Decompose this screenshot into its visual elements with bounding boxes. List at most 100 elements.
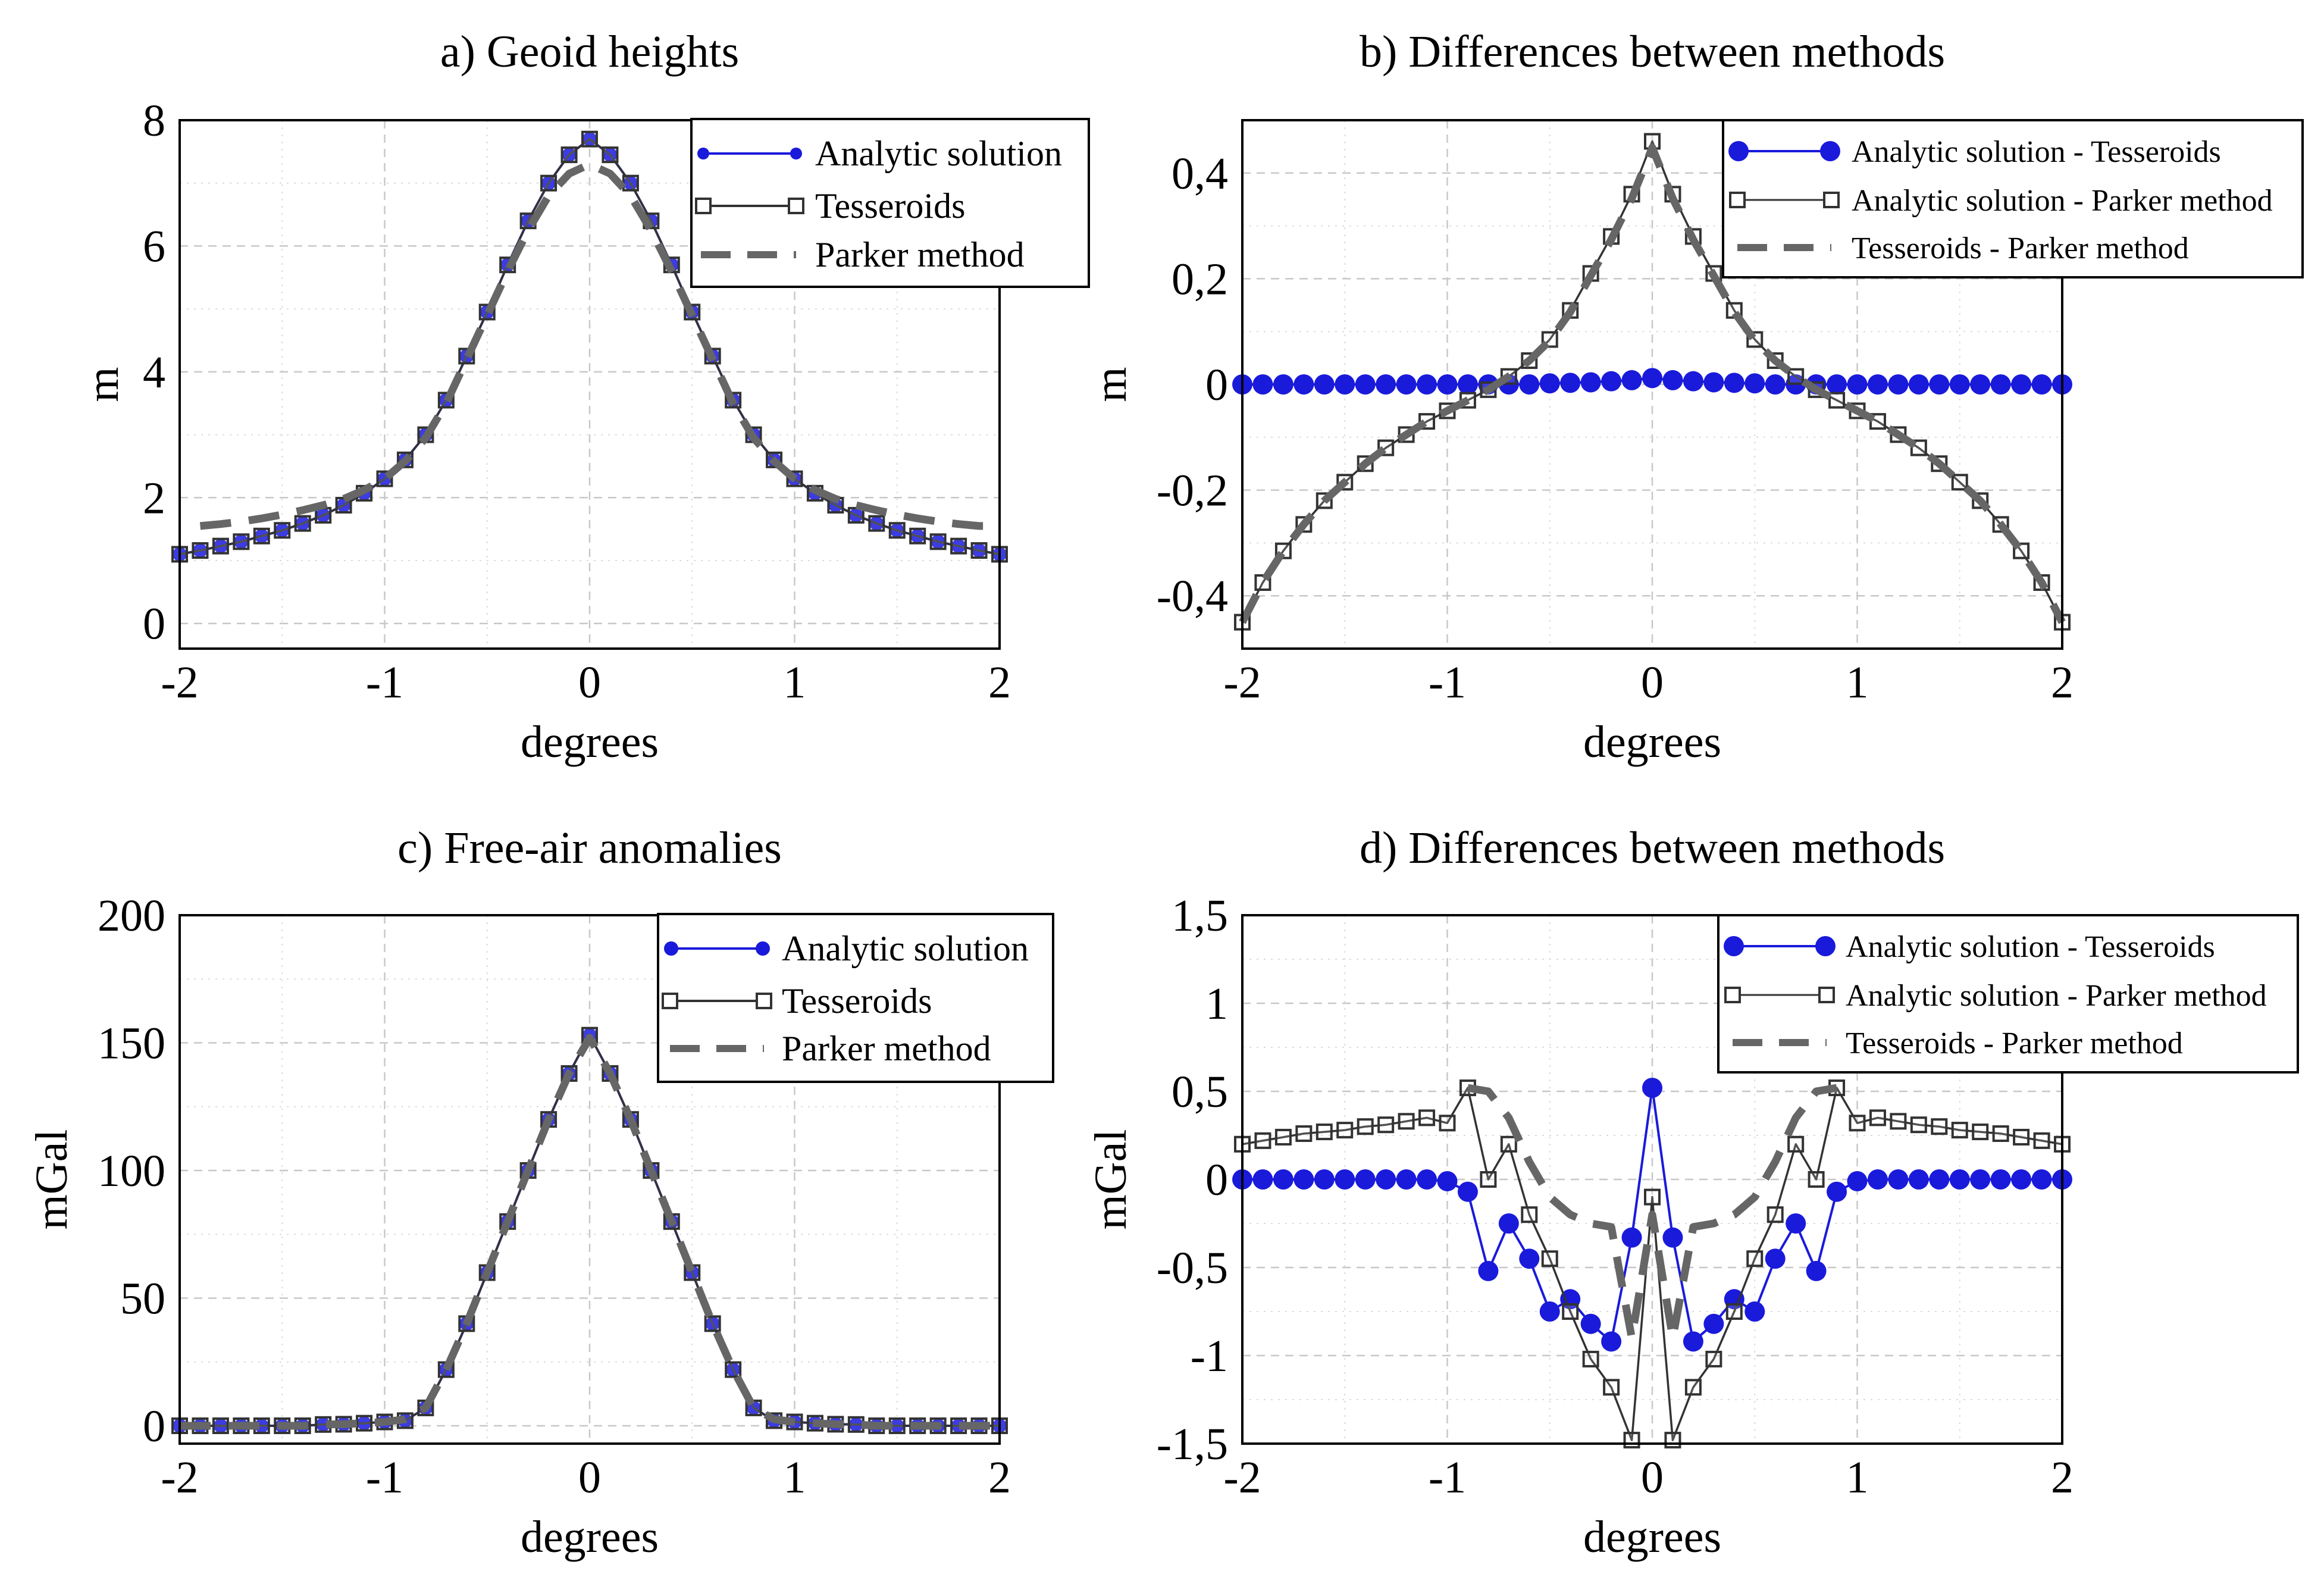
panel-d-title: d) Differences between methods (1360, 823, 1945, 873)
panel-a-series (171, 130, 1008, 563)
series-1-point (1644, 1188, 1661, 1206)
series-0-point (1949, 374, 1970, 395)
series-1-point (1910, 1116, 1927, 1134)
panel-c-legend-label-1: Tesseroids (782, 981, 932, 1021)
series-0-point (1806, 1260, 1827, 1281)
series-1-point (1623, 1432, 1640, 1449)
panel-b-legend-marker-1a (1729, 192, 1746, 208)
series-1-point (1972, 1123, 1989, 1141)
series-0-point (1621, 370, 1642, 390)
series-2-line (1467, 1084, 1838, 1342)
series-1-point (602, 146, 619, 164)
series-0-point (1273, 1169, 1293, 1190)
series-0-point (2011, 1169, 2032, 1190)
series-0-point (1457, 1181, 1478, 1202)
series-1-point (212, 537, 229, 555)
panel-c-series (171, 1026, 1008, 1434)
panel-d-legend-marker-1b (1818, 987, 1835, 1003)
series-0-point (1990, 1169, 2011, 1190)
x-tick-label: -2 (1223, 658, 1261, 708)
series-1-point (1274, 1128, 1292, 1146)
series-1-point (1398, 1113, 1415, 1130)
series-0-point (1724, 373, 1744, 393)
series-0-point (1970, 1169, 1991, 1190)
panel-a-legend-label-0: Analytic solution (815, 134, 1062, 173)
series-1-point (1951, 1122, 1968, 1139)
series-0-point (1396, 374, 1417, 395)
y-tick-label: 0 (1205, 1155, 1228, 1205)
series-1-point (294, 515, 311, 532)
x-tick-label: 1 (784, 1453, 806, 1503)
y-tick-label: 2 (143, 473, 165, 523)
x-tick-label: 2 (2051, 1453, 2074, 1503)
series-1-point (1295, 1125, 1313, 1143)
series-0-point (1642, 1078, 1662, 1098)
series-1-point (1316, 1123, 1333, 1141)
series-0-point (1355, 1169, 1376, 1190)
y-tick-label: -1 (1191, 1331, 1228, 1381)
x-tick-label: 0 (1641, 658, 1664, 708)
series-1-point (1480, 1171, 1497, 1188)
series-2-line (199, 160, 1000, 530)
x-tick-label: 2 (988, 658, 1011, 708)
panel-c-legend-marker-1b (756, 993, 772, 1009)
series-0-point (1827, 1181, 1847, 1202)
series-1-point (725, 1361, 742, 1378)
series-1-point (581, 130, 598, 148)
panel-c-legend-marker-0b (756, 941, 770, 956)
series-0-point (1498, 1213, 1519, 1234)
y-tick-label: 1,5 (1172, 891, 1228, 941)
series-0-point (1314, 1169, 1335, 1190)
panel-b-series (1232, 133, 2072, 631)
series-1-point (1992, 1125, 2009, 1143)
panel-d-legend-label-2: Tesseroids - Parker method (1846, 1026, 2183, 1060)
series-0-point (1437, 374, 1458, 395)
series-0-point (1888, 374, 1909, 395)
y-tick-label: 100 (98, 1146, 165, 1196)
x-tick-label: -1 (366, 1453, 403, 1503)
series-0-point (1601, 371, 1622, 392)
series-1-point (1500, 1135, 1517, 1153)
y-tick-label: 0,4 (1172, 149, 1228, 199)
y-tick-label: 1 (1205, 979, 1228, 1029)
panel-a-grid (178, 119, 1001, 649)
panel-b-title: b) Differences between methods (1360, 27, 1945, 77)
panel-d: -2 -1 0 1 2 -1,5 -1 -0,5 0 0,5 1 1,5 d) Differences… (1086, 823, 2299, 1562)
panel-a-legend-marker-0b (790, 148, 802, 159)
y-tick-label: 50 (120, 1273, 165, 1323)
series-0-point (1990, 374, 2011, 395)
series-0-point (1293, 1169, 1314, 1190)
series-1-point (1684, 1379, 1702, 1396)
series-2-line (1239, 143, 2066, 624)
series-1-point (1890, 1113, 1907, 1130)
panel-d-legend-label-1: Analytic solution - Parker method (1846, 979, 2267, 1013)
series-1-point (1951, 474, 1968, 491)
series-1-point (1254, 1132, 1271, 1149)
series-0-point (1908, 1169, 1929, 1190)
series-1-point (970, 542, 988, 559)
panel-b-axes-box (1241, 119, 2063, 650)
series-0-point (1355, 374, 1376, 395)
panel-c-legend-marker-1a (662, 993, 678, 1009)
series-1-point (847, 1416, 865, 1433)
panel-a-xlabel: degrees (521, 717, 659, 767)
series-0-point (1621, 1227, 1642, 1248)
panel-d-axes-box (1241, 914, 2063, 1445)
panel-d-legend-label-0: Analytic solution - Tesseroids (1846, 930, 2215, 964)
series-0-point (1252, 374, 1273, 395)
series-1-point (1787, 368, 1805, 385)
x-tick-label: -1 (1429, 1453, 1466, 1503)
panel-d-legend-marker-1a (1724, 987, 1741, 1003)
series-1-point (253, 527, 270, 544)
series-1-point (1377, 1116, 1395, 1134)
series-1-point (1603, 1379, 1620, 1396)
series-1-point (950, 537, 967, 555)
series-0-point (1847, 1171, 1868, 1191)
series-0-point (1867, 1169, 1888, 1190)
panel-d-legend-box (1717, 914, 2299, 1074)
series-1-point (1808, 1171, 1825, 1188)
series-0-point (1744, 1301, 1765, 1322)
series-1-point (233, 533, 250, 550)
series-1-point (2033, 1132, 2050, 1149)
